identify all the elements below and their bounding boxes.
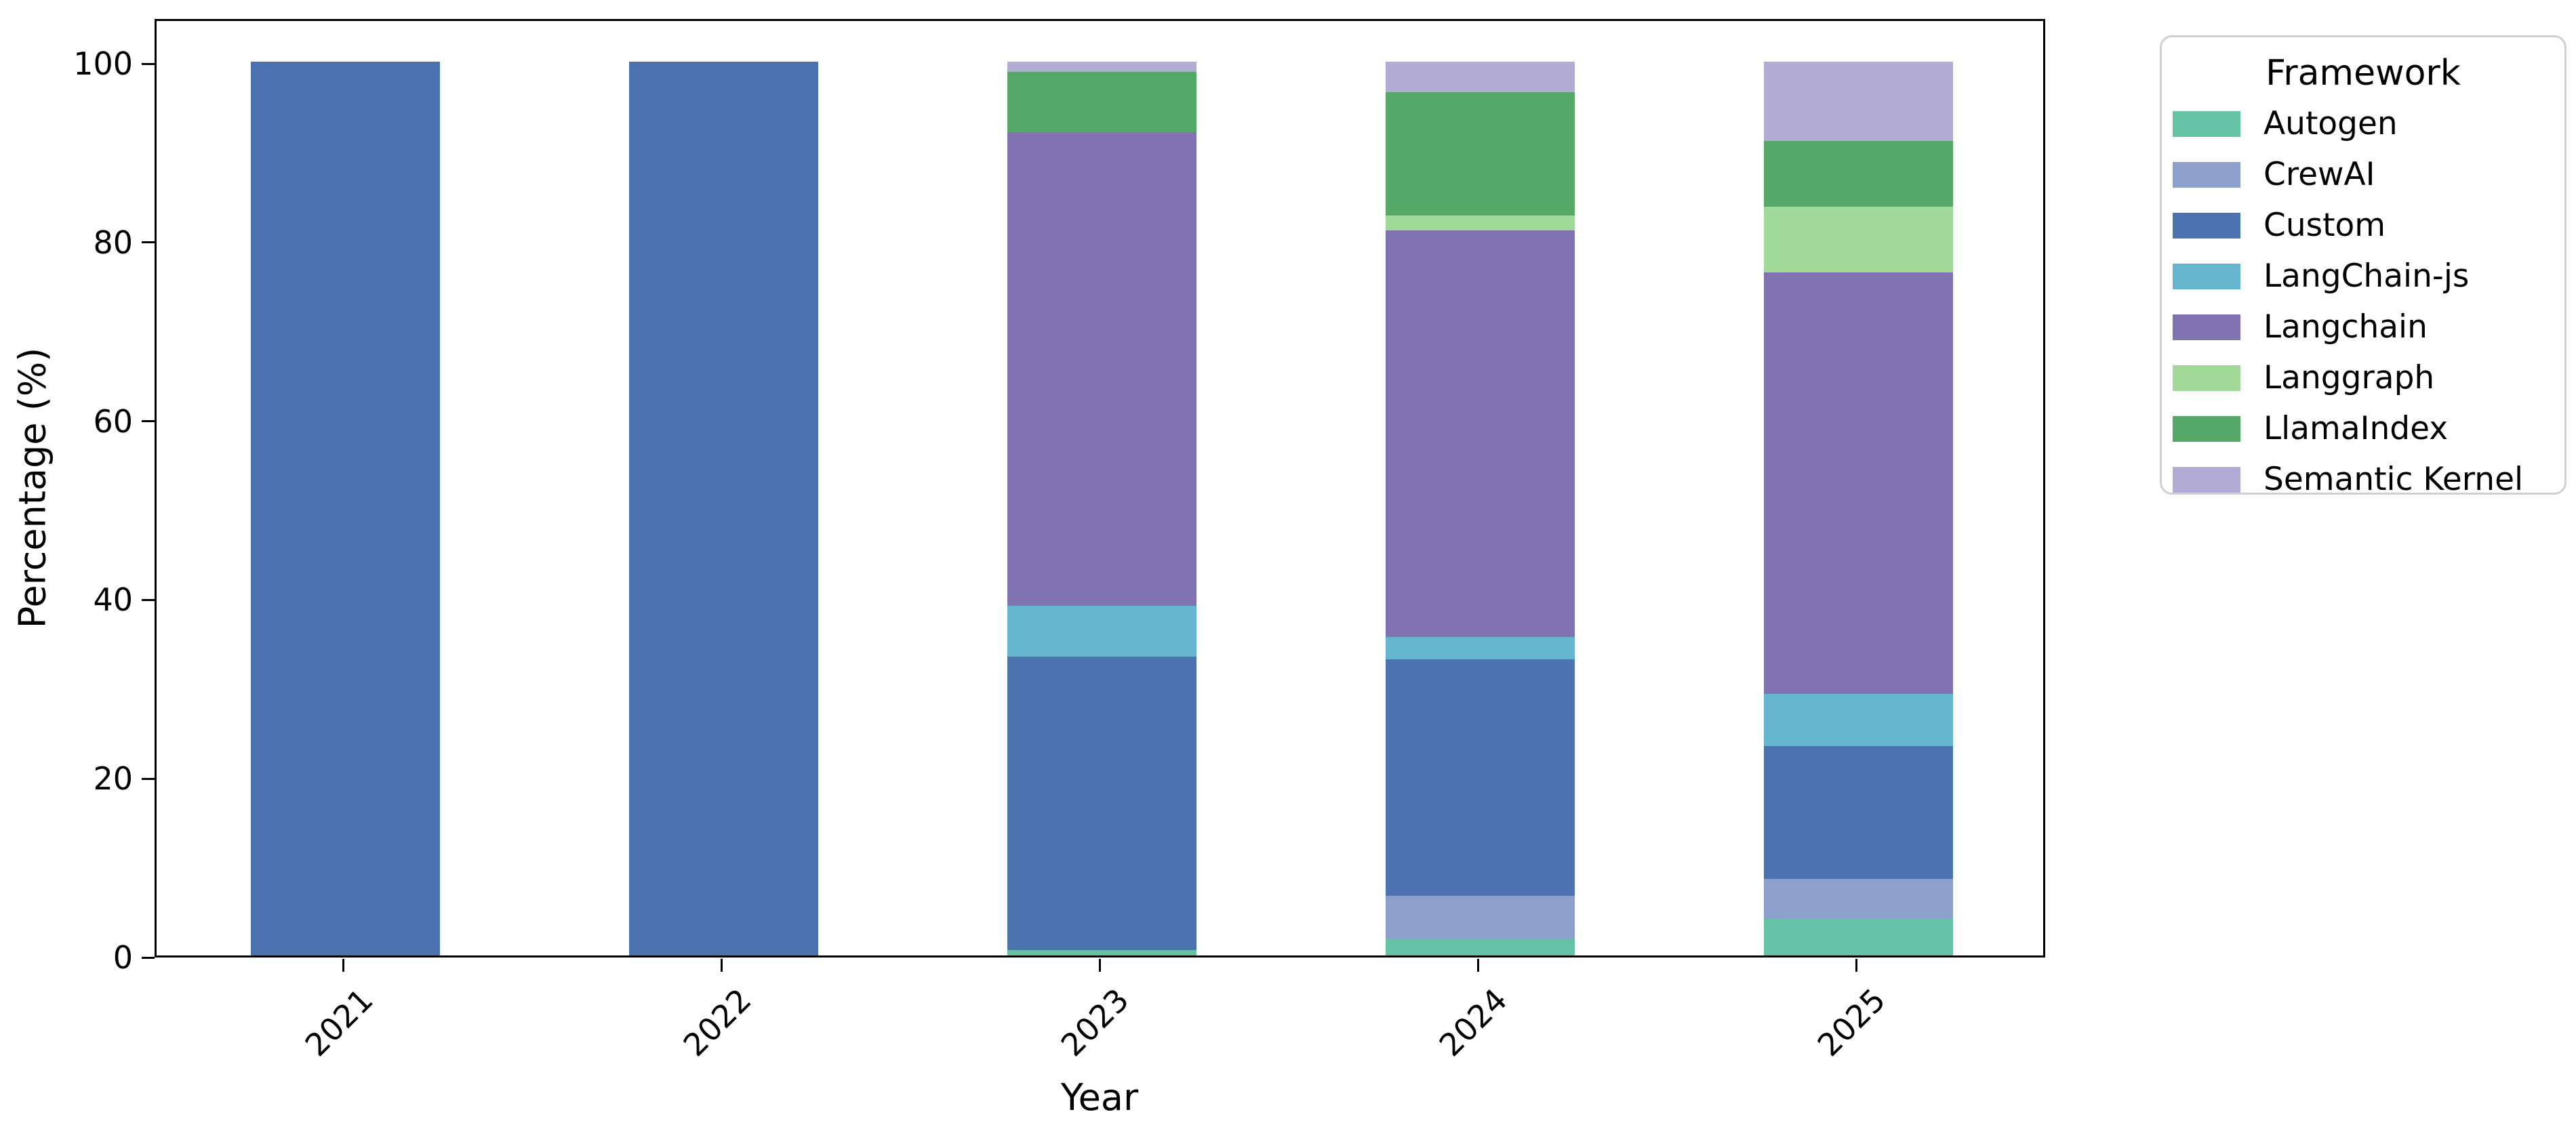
bar-segment-2023-langchain bbox=[1007, 132, 1196, 606]
x-tick-mark-2021 bbox=[342, 959, 345, 972]
bar-segment-2023-custom bbox=[1007, 657, 1196, 951]
legend-swatch-icon bbox=[2173, 212, 2240, 239]
x-tick-label-2025: 2025 bbox=[1810, 981, 1893, 1064]
bar-segment-2025-langgraph bbox=[1763, 206, 1953, 273]
y-tick-mark-100 bbox=[142, 62, 155, 65]
plot-area bbox=[155, 19, 2045, 957]
legend-label: Langgraph bbox=[2263, 358, 2435, 396]
y-tick-label-100: 100 bbox=[73, 45, 133, 82]
x-tick-label-2024: 2024 bbox=[1432, 981, 1514, 1064]
bar-segment-2025-langchain-js bbox=[1763, 693, 1953, 747]
legend-label: Semantic Kernel bbox=[2263, 460, 2524, 498]
legend-label: Custom bbox=[2263, 206, 2386, 244]
y-tick-mark-20 bbox=[142, 777, 155, 780]
y-tick-label-60: 60 bbox=[93, 403, 133, 440]
legend: Framework Autogen CrewAI Custom LangChain-j… bbox=[2160, 35, 2567, 497]
legend-label: Langchain bbox=[2263, 308, 2428, 346]
legend-label: CrewAI bbox=[2263, 155, 2375, 193]
legend-item-crewai: CrewAI bbox=[2162, 149, 2564, 200]
bar-segment-2023-langchain-js bbox=[1007, 606, 1196, 657]
legend-item-langchain: Langchain bbox=[2162, 302, 2564, 352]
legend-label: Autogen bbox=[2263, 104, 2398, 142]
y-tick-label-0: 0 bbox=[113, 939, 133, 976]
bar-segment-2025-custom bbox=[1763, 746, 1953, 879]
legend-items: Autogen CrewAI Custom LangChain-js Langchain… bbox=[2162, 98, 2564, 505]
bar-segment-2024-langchain bbox=[1385, 230, 1575, 638]
bar-segment-2024-crewai bbox=[1385, 895, 1575, 940]
legend-item-llamaindex: LlamaIndex bbox=[2162, 403, 2564, 454]
bar-segment-2025-autogen bbox=[1763, 918, 1953, 955]
bar-segment-2024-llamaindex bbox=[1385, 91, 1575, 215]
bar-segment-2025-langchain bbox=[1763, 272, 1953, 694]
y-tick-label-80: 80 bbox=[93, 224, 133, 261]
legend-title: Framework bbox=[2266, 53, 2461, 94]
bar-segment-2025-crewai bbox=[1763, 878, 1953, 918]
x-tick-label-2021: 2021 bbox=[298, 981, 380, 1064]
legend-swatch-icon bbox=[2173, 415, 2240, 442]
y-tick-mark-0 bbox=[142, 956, 155, 959]
legend-item-custom: Custom bbox=[2162, 200, 2564, 251]
bar-segment-2023-llamaindex bbox=[1007, 71, 1196, 133]
x-tick-mark-2023 bbox=[1099, 959, 1101, 972]
bar-segment-2024-semantic-kernel bbox=[1385, 62, 1575, 92]
y-tick-label-20: 20 bbox=[93, 760, 133, 798]
legend-item-semantic-kernel: Semantic Kernel bbox=[2162, 454, 2564, 505]
bar-segment-2021-custom bbox=[251, 62, 441, 955]
x-tick-label-2023: 2023 bbox=[1054, 981, 1136, 1064]
bar-segment-2024-langgraph bbox=[1385, 215, 1575, 231]
x-tick-label-2022: 2022 bbox=[676, 981, 759, 1064]
y-tick-mark-40 bbox=[142, 598, 155, 601]
x-tick-mark-2024 bbox=[1476, 959, 1479, 972]
legend-item-autogen: Autogen bbox=[2162, 98, 2564, 149]
legend-item-langgraph: Langgraph bbox=[2162, 352, 2564, 403]
legend-swatch-icon bbox=[2173, 161, 2240, 188]
bar-segment-2023-autogen bbox=[1007, 950, 1196, 955]
bar-segment-2025-llamaindex bbox=[1763, 141, 1953, 207]
bar-segment-2024-langchain-js bbox=[1385, 637, 1575, 660]
legend-swatch-icon bbox=[2173, 314, 2240, 340]
bar-segment-2024-custom bbox=[1385, 659, 1575, 896]
x-tick-mark-2022 bbox=[721, 959, 723, 972]
bar-segment-2025-semantic-kernel bbox=[1763, 62, 1953, 142]
legend-swatch-icon bbox=[2173, 466, 2240, 493]
legend-swatch-icon bbox=[2173, 365, 2240, 391]
y-tick-label-40: 40 bbox=[93, 581, 133, 619]
x-tick-mark-2025 bbox=[1855, 959, 1857, 972]
legend-label: LlamaIndex bbox=[2263, 409, 2449, 447]
bar-segment-2024-autogen bbox=[1385, 939, 1575, 955]
y-tick-mark-60 bbox=[142, 420, 155, 423]
bar-segment-2022-custom bbox=[629, 62, 819, 955]
y-tick-mark-80 bbox=[142, 241, 155, 244]
legend-swatch-icon bbox=[2173, 110, 2240, 137]
legend-label: LangChain-js bbox=[2263, 257, 2470, 295]
bar-segment-2023-semantic-kernel bbox=[1007, 62, 1196, 72]
x-axis-label: Year bbox=[1060, 1076, 1139, 1119]
legend-item-langchain-js: LangChain-js bbox=[2162, 251, 2564, 302]
legend-swatch-icon bbox=[2173, 263, 2240, 289]
